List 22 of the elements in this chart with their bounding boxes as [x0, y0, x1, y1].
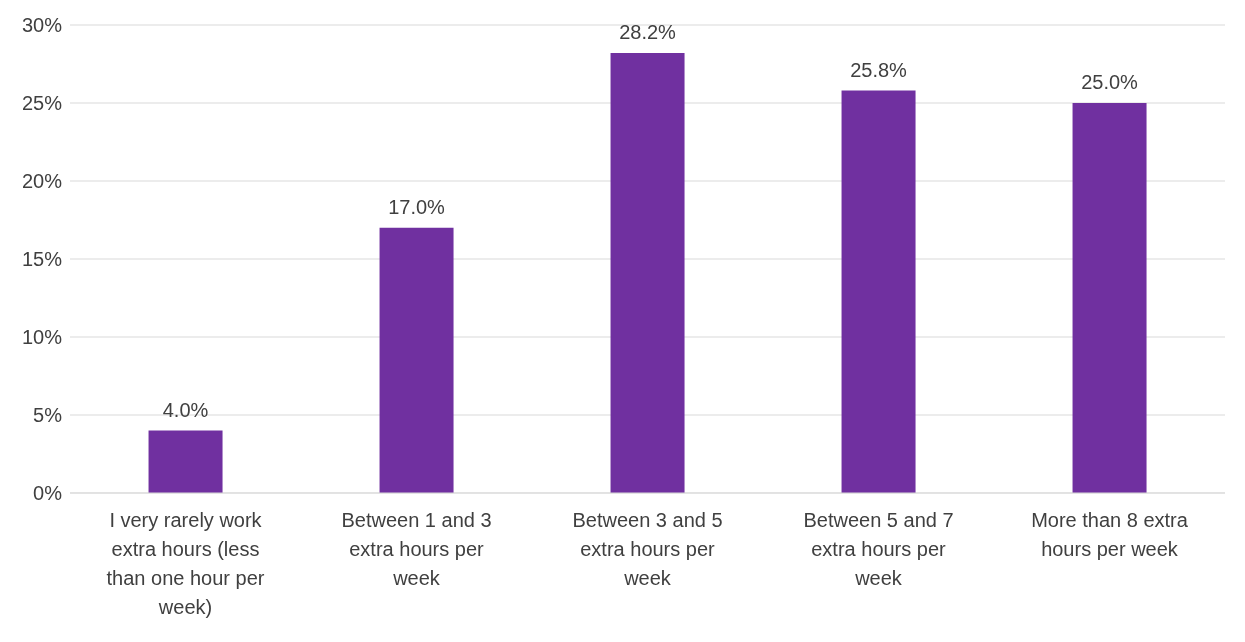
bar: [148, 430, 223, 493]
bar: [610, 53, 685, 493]
data-label: 25.8%: [850, 58, 908, 81]
bar: [841, 90, 916, 493]
data-label: 28.2%: [619, 21, 677, 44]
x-tick-label: I very rarely work extra hours (less than one hour per week): [106, 509, 265, 618]
data-label: 17.0%: [388, 195, 446, 218]
y-tick-label: 5%: [33, 404, 63, 427]
x-tick-label: Between 3 and 5 extra hours per week: [572, 509, 723, 589]
bar: [379, 227, 454, 493]
data-label: 25.0%: [1081, 71, 1139, 93]
y-tick-label: 30%: [21, 14, 63, 37]
y-tick-label: 25%: [21, 92, 63, 115]
x-tick-label: Between 5 and 7 extra hours per week: [803, 509, 954, 589]
bar: [1072, 103, 1147, 493]
y-tick-label: 0%: [33, 482, 63, 505]
data-label: 4.0%: [162, 398, 209, 421]
y-tick-label: 20%: [21, 170, 63, 193]
x-tick-label: Between 1 and 3 extra hours per week: [341, 509, 492, 589]
y-tick-label: 15%: [21, 248, 63, 271]
y-tick-label: 10%: [21, 326, 63, 349]
x-tick-label: More than 8 extra hours per week: [1031, 509, 1189, 560]
